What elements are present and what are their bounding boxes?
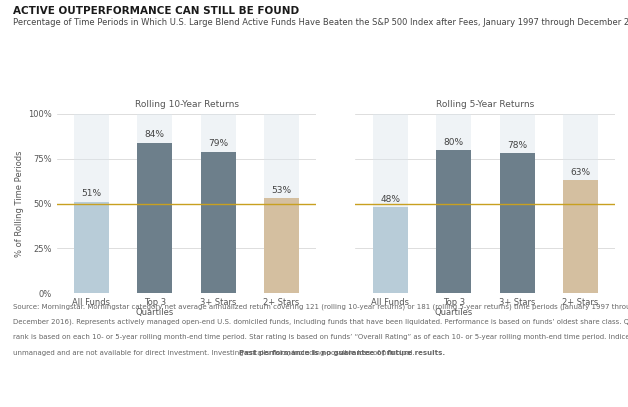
Bar bbox=[201, 114, 236, 293]
Text: 63%: 63% bbox=[570, 168, 590, 177]
Text: unmanaged and are not available for direct investment. Investing entails risks, : unmanaged and are not available for dire… bbox=[13, 350, 416, 356]
Text: 51%: 51% bbox=[82, 190, 102, 199]
Text: 48%: 48% bbox=[381, 195, 401, 204]
Title: Rolling 5-Year Returns: Rolling 5-Year Returns bbox=[436, 100, 534, 109]
Text: 53%: 53% bbox=[271, 186, 291, 195]
Bar bbox=[201, 151, 236, 293]
Bar bbox=[563, 180, 598, 293]
Text: 79%: 79% bbox=[208, 139, 228, 148]
Bar bbox=[373, 114, 408, 293]
Text: December 2016). Represents actively managed open-end U.S. domiciled funds, inclu: December 2016). Represents actively mana… bbox=[13, 319, 628, 325]
Bar bbox=[373, 207, 408, 293]
Bar bbox=[500, 114, 534, 293]
Text: Source: Morningstar. Morningstar category net average annualized return covering: Source: Morningstar. Morningstar categor… bbox=[13, 303, 628, 310]
Bar bbox=[138, 114, 172, 293]
Bar bbox=[138, 142, 172, 293]
Bar bbox=[264, 198, 299, 293]
Y-axis label: % of Rolling Time Periods: % of Rolling Time Periods bbox=[14, 150, 24, 257]
Bar bbox=[500, 153, 534, 293]
Text: Past performance is no guarantee of future results.: Past performance is no guarantee of futu… bbox=[239, 350, 445, 356]
Bar bbox=[264, 114, 299, 293]
Text: Percentage of Time Periods in Which U.S. Large Blend Active Funds Have Beaten th: Percentage of Time Periods in Which U.S.… bbox=[13, 18, 628, 27]
Bar bbox=[436, 114, 471, 293]
Text: 84%: 84% bbox=[145, 130, 165, 139]
Text: 78%: 78% bbox=[507, 141, 528, 150]
Bar bbox=[74, 202, 109, 293]
Bar bbox=[563, 114, 598, 293]
Title: Rolling 10-Year Returns: Rolling 10-Year Returns bbox=[134, 100, 239, 109]
Text: 80%: 80% bbox=[444, 138, 464, 147]
Text: ACTIVE OUTPERFORMANCE CAN STILL BE FOUND: ACTIVE OUTPERFORMANCE CAN STILL BE FOUND bbox=[13, 6, 299, 16]
Text: rank is based on each 10- or 5-year rolling month-end time period. Star rating i: rank is based on each 10- or 5-year roll… bbox=[13, 334, 628, 340]
Bar bbox=[436, 150, 471, 293]
Bar bbox=[74, 114, 109, 293]
